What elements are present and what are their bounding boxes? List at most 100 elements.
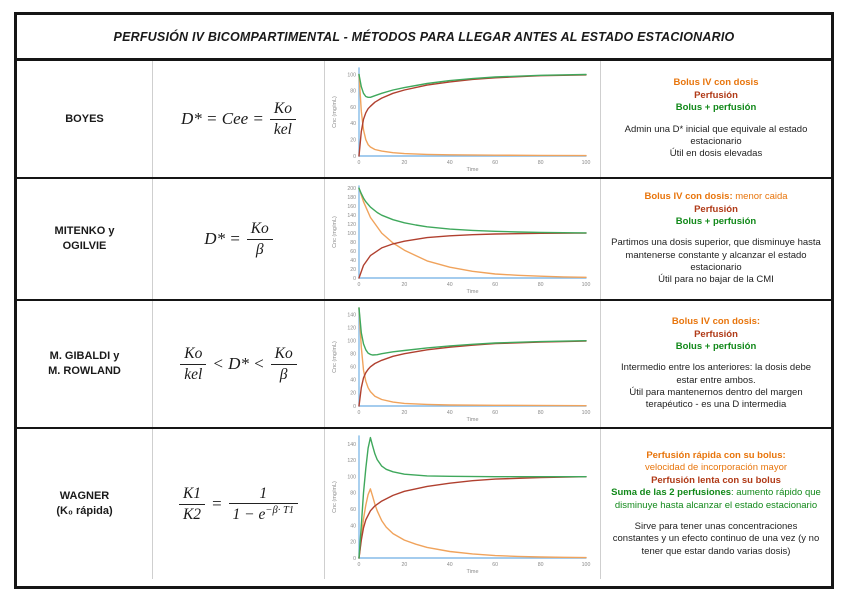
svg-text:20: 20	[350, 267, 356, 273]
color-legend: Bolus IV con dosis: Perfusión Bolus + perf…	[672, 316, 760, 353]
svg-text:80: 80	[538, 282, 544, 288]
y-axis-label: Cnc (mg/mL)	[332, 216, 338, 248]
series-bolus-+-perfusión	[358, 307, 587, 356]
note-text: Admin una D* inicial que equivale al est…	[611, 124, 821, 161]
fraction-denominator: 1 − e−β· T1	[229, 504, 299, 525]
table-row: BOYES D* = Cee = Ko kel 0 20 40 60 80 100 0 20 4…	[17, 61, 831, 179]
svg-text:40: 40	[447, 160, 453, 166]
svg-text:40: 40	[350, 258, 356, 264]
method-name-mitenko-ogilvie: MITENKO y OGILVIE	[17, 179, 152, 299]
svg-text:80: 80	[538, 160, 544, 166]
fraction-denominator: β	[279, 365, 288, 383]
denominator-base: 1 − e	[232, 506, 266, 524]
concentration-time-chart: 0 20 40 60 80 100 120 140 160 180 200 0 20 40 60 80 100 T…	[329, 182, 596, 299]
legend-segment: Bolus + perfusión	[675, 215, 757, 227]
svg-text:120: 120	[347, 458, 356, 464]
svg-text:20: 20	[350, 138, 356, 144]
svg-text:60: 60	[492, 282, 498, 288]
svg-text:0: 0	[358, 562, 361, 568]
notes-cell: Bolus IV con dosis Perfusión Bolus + perfu…	[600, 61, 831, 177]
y-axis-label: Cnc (mg/mL)	[332, 481, 338, 513]
svg-text:80: 80	[350, 240, 356, 246]
x-axis-label: Time	[466, 569, 478, 575]
svg-text:20: 20	[350, 391, 356, 397]
method-name-gibaldi-rowland: M. GIBALDI y M. ROWLAND	[17, 301, 152, 427]
svg-text:140: 140	[347, 442, 356, 448]
color-legend: Bolus IV con dosis: menor caida Perfusión…	[644, 191, 787, 228]
formula-fraction: Ko β	[246, 219, 273, 259]
svg-text:40: 40	[350, 378, 356, 384]
x-axis-label: Time	[466, 289, 478, 295]
legend-segment: Perfusión lenta con su bolus	[651, 474, 781, 486]
formula-wagner: K1 K2 = 1 1 − e−β· T1	[152, 429, 324, 579]
legend-segment: velocidad de incorporación mayor	[644, 462, 788, 474]
svg-text:140: 140	[347, 213, 356, 219]
series-bolus-iv-con-dosis	[358, 187, 587, 279]
svg-text:20: 20	[402, 160, 408, 166]
method-name-line2: OGILVIE	[62, 240, 107, 252]
svg-text:120: 120	[347, 222, 356, 228]
fraction-numerator: 1	[228, 484, 299, 504]
legend-line: Perfusión rápida con su bolus:	[611, 450, 821, 462]
svg-text:60: 60	[350, 365, 356, 371]
legend-segment: Bolus + perfusión	[675, 102, 757, 114]
svg-text:40: 40	[447, 410, 453, 416]
legend-segment: Perfusión rápida con su bolus:	[646, 450, 786, 462]
legend-segment: Bolus IV con dosis:	[671, 316, 761, 328]
svg-text:0: 0	[353, 404, 356, 410]
svg-text:100: 100	[347, 72, 356, 78]
table-row: MITENKO y OGILVIE D* = Ko β 0 20 40 60 80 100…	[17, 179, 831, 301]
x-axis-label: Time	[466, 417, 478, 423]
series-perfusión-rápida-con-su-bolus	[358, 488, 587, 559]
legend-segment: Bolus IV con dosis	[673, 77, 759, 89]
svg-text:60: 60	[350, 249, 356, 255]
chart-cell: 0 20 40 60 80 100 120 140 160 180 200 0 20 40 60 80 100 T…	[324, 179, 600, 299]
method-name-wagner: WAGNER (K₀ rápida)	[17, 429, 152, 579]
series-perfusión	[358, 74, 587, 157]
svg-text:120: 120	[347, 325, 356, 331]
series-perfusión	[358, 232, 587, 279]
svg-text:180: 180	[347, 195, 356, 201]
note-paragraph: Intermedio entre los anteriores: la dosi…	[620, 362, 812, 386]
series-bolus-+-perfusión	[358, 73, 587, 98]
concentration-time-chart: 0 20 40 60 80 100 120 140 0 20 40 60 80 100 Time Cnc (m…	[329, 432, 596, 579]
svg-text:100: 100	[347, 474, 356, 480]
svg-text:20: 20	[402, 282, 408, 288]
fraction-denominator: K2	[182, 505, 202, 523]
method-name-line1: M. GIBALDI y	[49, 350, 120, 363]
formula-fraction-left: Ko kel	[180, 344, 207, 384]
svg-text:40: 40	[350, 523, 356, 529]
legend-line: Bolus IV con dosis	[674, 77, 759, 89]
formula-equals: =	[211, 494, 223, 513]
table-row: WAGNER (K₀ rápida) K1 K2 = 1 1 − e−β· T1…	[17, 429, 831, 579]
table-header-row: PERFUSIÓN IV BICOMPARTIMENTAL - MÉTODOS …	[17, 15, 831, 61]
formula-boyes: D* = Cee = Ko kel	[152, 61, 324, 177]
method-name-line2: (K₀ rápida)	[56, 505, 113, 517]
svg-text:0: 0	[353, 556, 356, 562]
legend-line: velocidad de incorporación mayor	[611, 462, 821, 474]
legend-line: Perfusión	[674, 90, 759, 102]
svg-text:100: 100	[582, 562, 591, 568]
svg-text:40: 40	[350, 121, 356, 127]
series-bolus-iv-con-dosis	[358, 307, 587, 407]
page-title: PERFUSIÓN IV BICOMPARTIMENTAL - MÉTODOS …	[113, 29, 735, 44]
formula-fraction: Ko kel	[269, 99, 296, 139]
svg-text:80: 80	[538, 562, 544, 568]
svg-text:20: 20	[350, 540, 356, 546]
legend-line: Bolus + perfusión	[674, 102, 759, 114]
svg-text:60: 60	[492, 562, 498, 568]
svg-text:60: 60	[350, 105, 356, 111]
concentration-time-chart: 0 20 40 60 80 100 120 140 0 20 40 60 80 100 Time Cnc (m…	[329, 304, 596, 427]
note-text: Intermedio entre los anteriores: la dosi…	[611, 362, 821, 411]
method-name-boyes: BOYES	[17, 61, 152, 177]
method-name-line1: BOYES	[65, 112, 104, 125]
series-suma-de-las-2-perfusiones	[358, 436, 587, 559]
legend-line: Perfusión	[672, 329, 760, 341]
color-legend: Perfusión rápida con su bolus: velocidad …	[611, 450, 821, 512]
legend-segment: Perfusión	[694, 89, 738, 101]
note-paragraph: Útil para no bajar de la CMI	[658, 274, 774, 286]
note-paragraph: Sirve para tener unas concentraciones co…	[612, 520, 820, 557]
legend-segment: Perfusión	[694, 203, 738, 215]
chart-svg: 0 20 40 60 80 100 120 140 0 20 40 60 80 100 Time Cnc (m…	[332, 435, 591, 575]
fraction-denominator: β	[255, 240, 264, 258]
